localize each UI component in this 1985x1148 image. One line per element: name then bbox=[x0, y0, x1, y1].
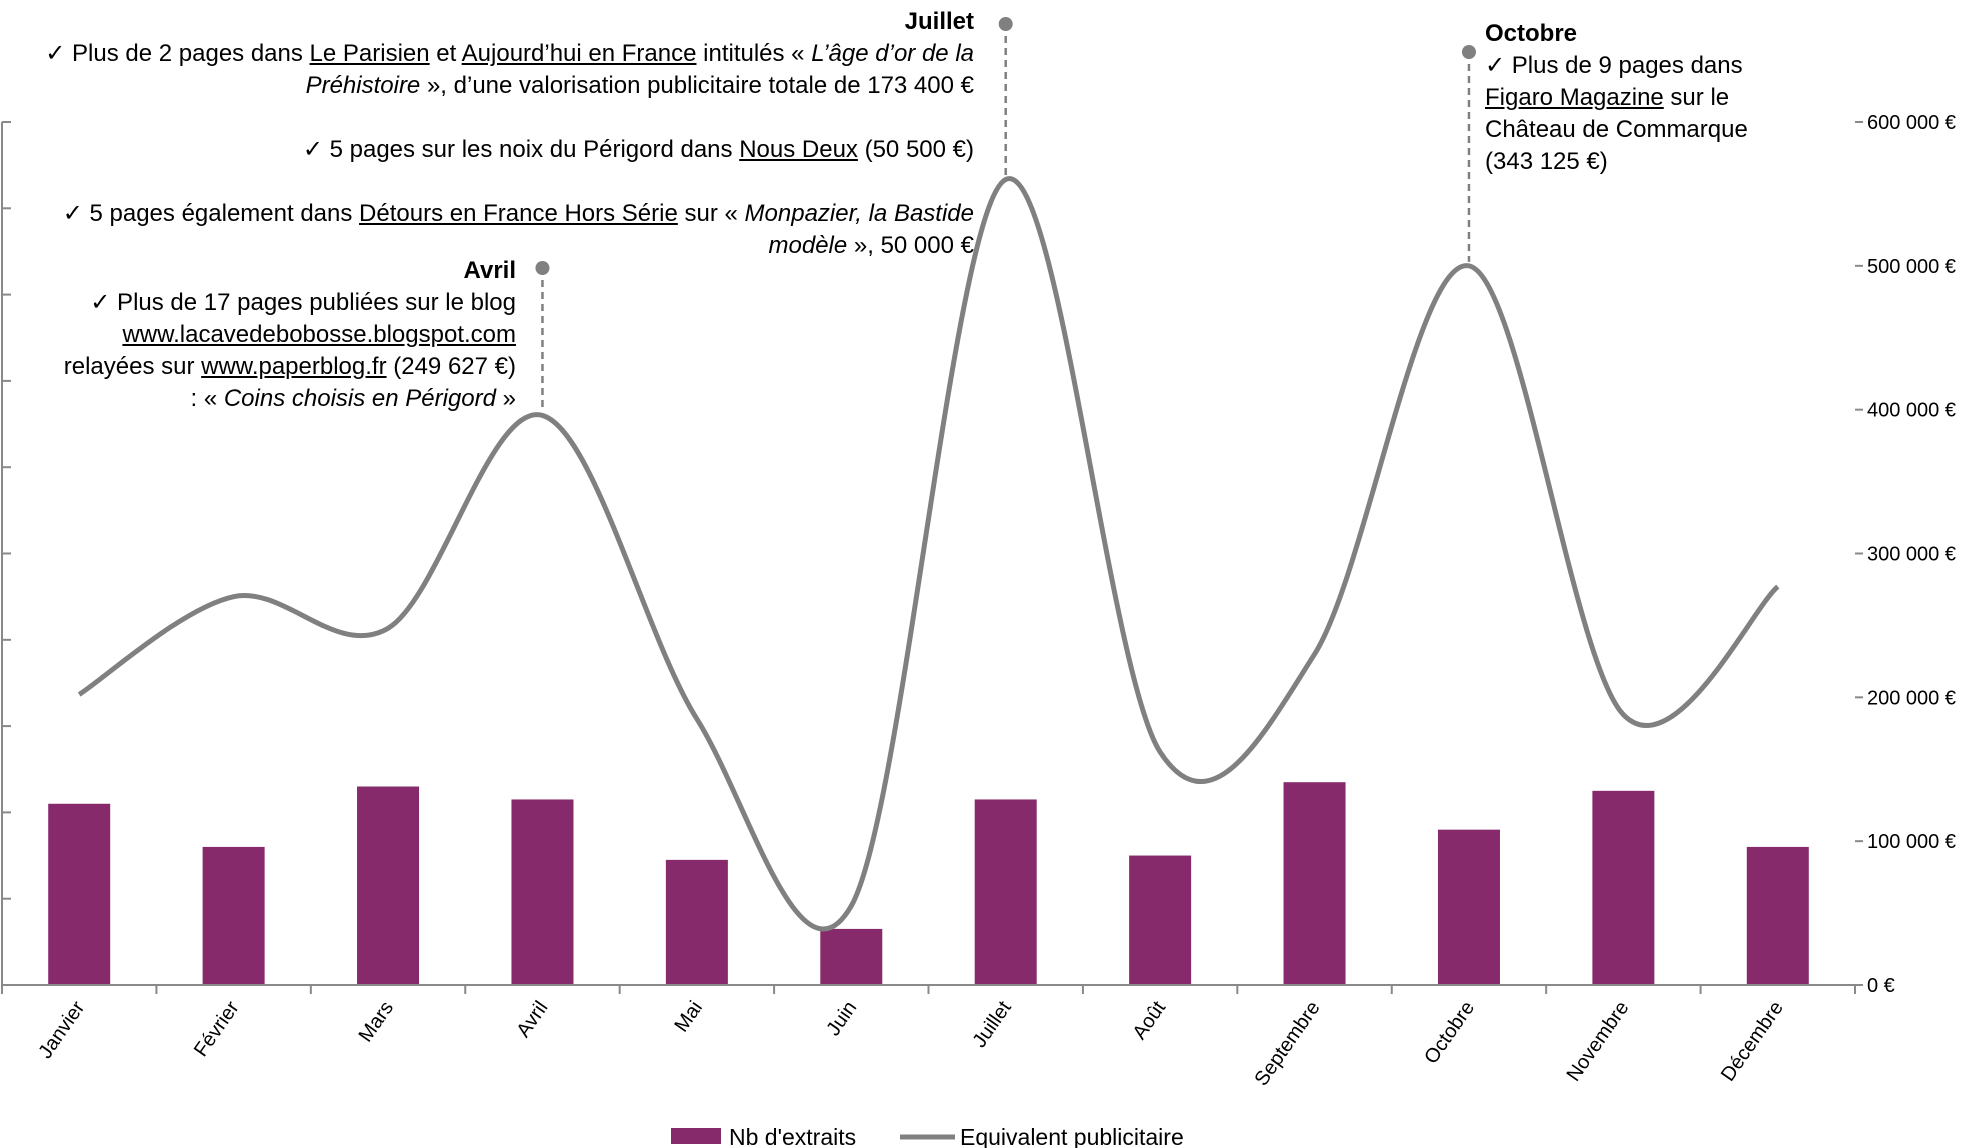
annotation-avril-title: Avril bbox=[463, 257, 516, 284]
legend-swatch-bars bbox=[671, 1128, 721, 1144]
bar-janvier bbox=[48, 803, 111, 985]
bar-mai bbox=[665, 859, 728, 985]
annotation-octobre-line-2: Figaro Magazine sur le bbox=[1485, 84, 1730, 111]
left-axis bbox=[1, 121, 11, 986]
right-axis-ticks: 0 € 100 000 € 200 000 € 300 000 € 400 000 € 5… bbox=[1855, 112, 1956, 997]
bar-novembre bbox=[1592, 790, 1655, 985]
y-tick-label: 100 000 € bbox=[1867, 831, 1956, 853]
x-tick-label: Février bbox=[190, 997, 244, 1061]
x-tick-label: Mai bbox=[670, 997, 707, 1036]
bar-juin bbox=[820, 928, 883, 985]
bar-septembre bbox=[1283, 782, 1346, 985]
bar-juillet bbox=[974, 799, 1037, 985]
leader-dot-avril bbox=[535, 261, 550, 275]
x-tick-label: Avril bbox=[512, 997, 552, 1041]
annotation-juillet-item-1: ✓ Plus de 2 pages dans Le Parisien et Au… bbox=[45, 40, 974, 99]
leader-dot-octobre bbox=[1461, 45, 1476, 59]
y-tick-label: 600 000 € bbox=[1867, 112, 1956, 134]
annotation-avril-line-3: relayées sur www.paperblog.fr (249 627 €… bbox=[63, 353, 516, 380]
legend-label-line: Equivalent publicitaire bbox=[960, 1124, 1184, 1148]
x-tick-label: Décembre bbox=[1717, 997, 1788, 1085]
y-tick-label: 400 000 € bbox=[1867, 400, 1956, 422]
line-equivalent-publicitaire bbox=[77, 176, 1780, 932]
x-tick-label: Juin bbox=[822, 997, 861, 1040]
line-series bbox=[77, 176, 1780, 932]
legend-label-bars: Nb d'extraits bbox=[729, 1124, 856, 1148]
annotation-juillet-item-3: ✓ 5 pages également dans Détours en Fran… bbox=[62, 200, 974, 259]
annotation-avril-line-1: ✓ Plus de 17 pages publiées sur le blog bbox=[90, 289, 516, 316]
bar-août bbox=[1129, 855, 1192, 985]
x-axis: Janvier Février Mars Avril Mai Juin Juillet Aoû… bbox=[1, 984, 1856, 1090]
y-tick-label: 300 000 € bbox=[1867, 544, 1956, 566]
annotation-avril-line-4: : « Coins choisis en Périgord » bbox=[190, 385, 516, 412]
y-tick-label: 0 € bbox=[1867, 975, 1895, 997]
annotation-octobre-title: Octobre bbox=[1485, 20, 1578, 47]
annotation-leaders bbox=[535, 17, 1476, 412]
x-tick-label: Septembre bbox=[1250, 997, 1324, 1090]
annotation-avril: Avril ✓ Plus de 17 pages publiées sur le… bbox=[6, 255, 516, 415]
annotation-juillet-title: Juillet bbox=[904, 8, 974, 35]
x-tick-label: Mars bbox=[355, 997, 399, 1046]
y-tick-label: 200 000 € bbox=[1867, 687, 1956, 709]
bar-series bbox=[48, 782, 1809, 985]
x-tick-label: Octobre bbox=[1420, 997, 1479, 1068]
bar-mars bbox=[357, 786, 420, 985]
bar-février bbox=[202, 846, 265, 985]
x-tick-label: Janvier bbox=[34, 997, 89, 1063]
annotation-octobre-line-4: (343 125 €) bbox=[1485, 148, 1608, 175]
bar-octobre bbox=[1437, 829, 1500, 985]
annotation-octobre: Octobre ✓ Plus de 9 pages dans Figaro Ma… bbox=[1485, 18, 1805, 178]
legend: Nb d'extraits Equivalent publicitaire bbox=[671, 1124, 1184, 1148]
x-tick-label: Août bbox=[1129, 997, 1171, 1044]
x-tick-label: Juillet bbox=[968, 997, 1016, 1052]
leader-dot-juillet bbox=[998, 17, 1013, 31]
annotation-juillet: Juillet ✓ Plus de 2 pages dans Le Parisi… bbox=[40, 6, 974, 262]
annotation-juillet-item-2: ✓ 5 pages sur les noix du Périgord dans … bbox=[302, 136, 974, 163]
annotation-octobre-line-1: ✓ Plus de 9 pages dans bbox=[1485, 52, 1743, 79]
bar-décembre bbox=[1746, 846, 1809, 985]
bar-avril bbox=[511, 799, 574, 985]
x-tick-label: Novembre bbox=[1563, 997, 1634, 1085]
annotation-avril-line-2: www.lacavedebobosse.blogspot.com bbox=[122, 321, 516, 348]
annotation-octobre-line-3: Château de Commarque bbox=[1485, 116, 1748, 143]
y-tick-label: 500 000 € bbox=[1867, 256, 1956, 278]
